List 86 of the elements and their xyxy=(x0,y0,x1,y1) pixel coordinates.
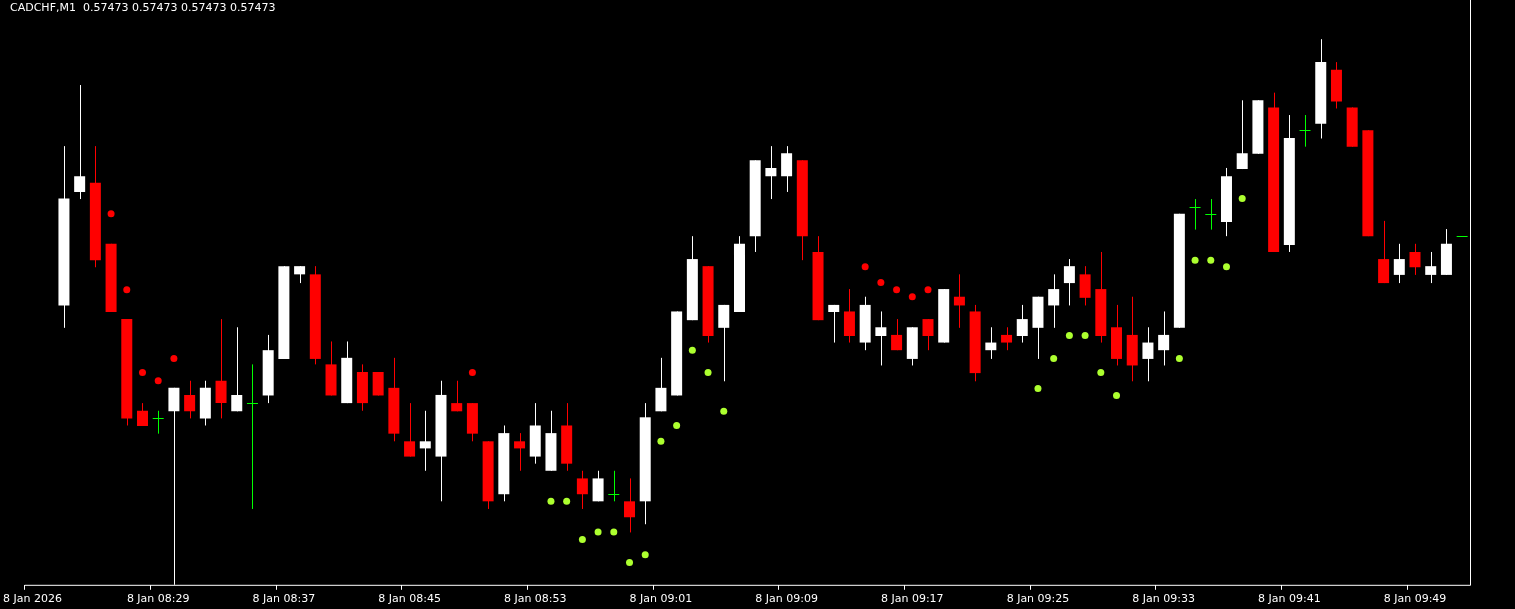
point xyxy=(924,286,932,294)
point xyxy=(720,407,728,415)
candlestick xyxy=(152,410,165,435)
point xyxy=(1034,384,1042,392)
candlestick xyxy=(74,84,86,200)
candlestick xyxy=(1142,326,1154,382)
candlestick xyxy=(1236,99,1248,170)
candlestick xyxy=(875,310,887,366)
point xyxy=(1050,354,1058,362)
point xyxy=(861,263,869,271)
point xyxy=(154,377,162,385)
point xyxy=(547,497,555,505)
point xyxy=(578,536,586,544)
x-tick-label: 8 Jan 08:53 xyxy=(503,592,567,606)
candlestick xyxy=(985,326,997,360)
point xyxy=(657,437,665,445)
x-tick-label: 8 Jan 08:45 xyxy=(378,592,441,606)
candlestick xyxy=(953,273,965,329)
point xyxy=(893,286,901,294)
x-tick-label: 8 Jan 09:17 xyxy=(880,592,944,606)
candlestick xyxy=(1299,114,1312,148)
candlestick xyxy=(451,380,463,412)
point xyxy=(594,528,602,536)
x-tick-label: 8 Jan 09:09 xyxy=(755,592,818,606)
candlestick xyxy=(592,470,604,502)
point xyxy=(641,551,649,559)
candlestick xyxy=(655,357,667,412)
chart-title: CADCHF,M1 0.57473 0.57473 0.57473 0.57473 xyxy=(10,1,276,15)
candlestick xyxy=(576,470,588,510)
candlestick xyxy=(1189,198,1202,231)
point xyxy=(1097,369,1105,377)
x-tick-label: 8 Jan 08:29 xyxy=(126,592,190,606)
candlestick xyxy=(624,477,636,533)
x-tick-label: 8 Jan 09:01 xyxy=(629,592,693,606)
point xyxy=(688,346,696,354)
point xyxy=(1222,263,1230,271)
candlestick xyxy=(404,402,416,458)
point xyxy=(1065,331,1073,339)
point xyxy=(1175,354,1183,362)
point xyxy=(563,497,571,505)
candlestick xyxy=(607,470,620,502)
candlestick xyxy=(1409,243,1421,276)
point xyxy=(704,369,712,377)
x-tick-label: 8 Jan 2026 xyxy=(3,592,62,606)
candlestick xyxy=(1016,304,1028,344)
point xyxy=(468,369,476,377)
point xyxy=(1191,256,1199,264)
candlestick xyxy=(891,318,903,351)
candlestick xyxy=(1204,198,1217,231)
x-tick-label: 8 Jan 09:25 xyxy=(1006,592,1070,606)
point xyxy=(1081,331,1089,339)
candlestick xyxy=(215,318,227,419)
point xyxy=(170,354,178,362)
point xyxy=(1113,391,1121,399)
point xyxy=(1207,256,1215,264)
candlestick xyxy=(1158,310,1170,366)
point xyxy=(107,210,115,218)
x-tick-label: 8 Jan 09:33 xyxy=(1132,592,1195,606)
candlestick xyxy=(781,145,793,193)
candlestick xyxy=(1425,251,1437,284)
x-tick-label: 8 Jan 08:37 xyxy=(252,592,316,606)
point xyxy=(139,369,146,377)
candlestick xyxy=(1063,258,1075,306)
point xyxy=(877,279,885,287)
candlestick xyxy=(1378,220,1390,284)
candlestick xyxy=(1001,326,1013,351)
candlestick xyxy=(1393,243,1405,284)
candlestick xyxy=(718,304,730,382)
candlestick xyxy=(184,380,196,419)
candlestick xyxy=(1048,273,1060,329)
point xyxy=(626,558,634,566)
candlestick xyxy=(765,145,777,200)
candlestick xyxy=(922,318,934,351)
candlestick xyxy=(246,363,259,510)
candlestick xyxy=(419,410,431,472)
candlestick xyxy=(828,304,840,344)
point xyxy=(1238,195,1246,203)
x-tick-label: 8 Jan 09:41 xyxy=(1258,592,1321,606)
point xyxy=(610,528,618,536)
point xyxy=(673,421,681,429)
candlestick xyxy=(514,432,526,472)
candlestick xyxy=(1079,265,1091,306)
candlestick xyxy=(231,326,243,412)
point xyxy=(908,293,916,301)
x-tick-label: 8 Jan 09:49 xyxy=(1383,592,1447,606)
point xyxy=(123,286,131,294)
